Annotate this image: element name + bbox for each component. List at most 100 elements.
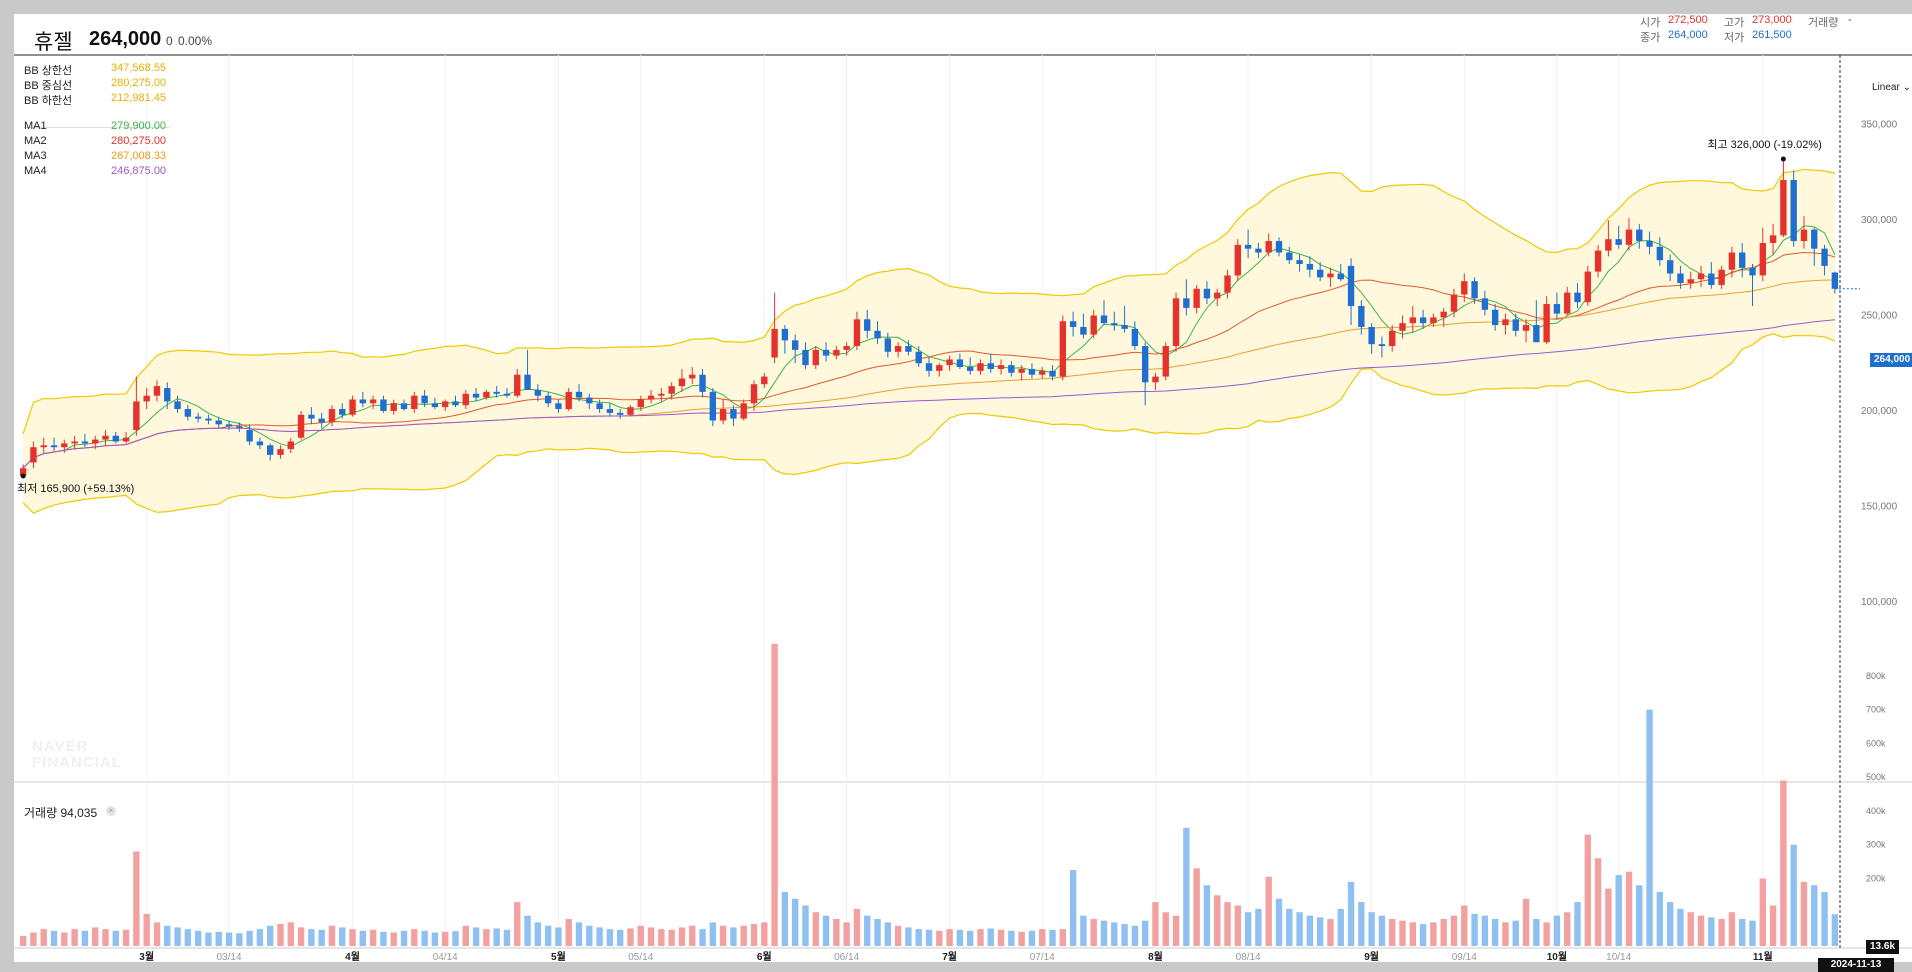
candle-body: [1471, 281, 1478, 299]
legend-value: 279,900.00: [111, 120, 167, 132]
candle-body: [1059, 321, 1067, 377]
candle-body: [174, 401, 181, 410]
volume-tick-label: 500k: [1866, 772, 1886, 782]
candle: [1646, 231, 1653, 255]
volume-bar: [1790, 844, 1797, 946]
candle-body: [730, 409, 737, 419]
candle-body: [802, 349, 809, 366]
candle-body: [153, 386, 161, 396]
volume-bar: [709, 922, 717, 946]
volume-bar: [112, 930, 119, 946]
volume-bar: [1296, 912, 1303, 946]
candle: [637, 395, 644, 411]
legend-name: MA1: [24, 120, 47, 132]
candle-body: [483, 391, 490, 398]
candle-body: [1605, 239, 1612, 251]
candle-body: [874, 330, 881, 339]
volume-panel-close-icon[interactable]: ×: [106, 806, 116, 816]
candle: [1564, 286, 1571, 316]
volume-bar: [616, 929, 624, 946]
candle: [390, 399, 397, 415]
volume-bar: [1275, 898, 1283, 946]
volume-bar: [1378, 915, 1386, 946]
volume-bar: [812, 912, 819, 946]
volume-bar: [194, 930, 202, 946]
candle-body: [1389, 330, 1396, 347]
volume-bar: [225, 932, 233, 946]
volume-bar: [699, 929, 706, 946]
volume-bar: [328, 925, 336, 946]
current-price: 264,000: [89, 28, 162, 50]
candle-body: [1244, 244, 1252, 249]
volume-bar: [781, 891, 789, 946]
candle-body: [699, 374, 706, 392]
candle-body: [390, 403, 397, 411]
volume-bar: [1646, 709, 1653, 946]
scale-select[interactable]: Linear ⌄: [1872, 82, 1911, 93]
candle: [1368, 323, 1375, 354]
candle-body: [1800, 229, 1808, 242]
candle-body: [225, 424, 233, 427]
x-tick-label: 05/14: [628, 952, 653, 962]
volume-bar: [1625, 871, 1633, 946]
candle-body: [1419, 317, 1427, 324]
candle-body: [658, 393, 665, 396]
volume-bar: [514, 902, 521, 946]
candle-body: [1636, 229, 1643, 242]
volume-bar: [390, 932, 397, 946]
volume-bar: [1502, 922, 1509, 946]
candle: [1183, 279, 1190, 316]
candle: [1039, 367, 1046, 379]
candle: [1419, 309, 1427, 329]
volume-bar: [1131, 925, 1139, 946]
volume-bar: [719, 925, 727, 946]
candle: [894, 342, 902, 358]
candle-body: [1512, 319, 1519, 331]
candle-body: [1656, 246, 1664, 261]
candle-body: [112, 435, 119, 442]
candle: [1286, 246, 1293, 264]
candle: [1440, 307, 1447, 327]
candle: [1759, 227, 1766, 282]
candle-body: [246, 430, 253, 442]
candle: [987, 353, 994, 373]
candle-body: [1049, 370, 1056, 377]
candle: [225, 420, 233, 431]
legend-name: MA2: [24, 135, 47, 147]
candle: [174, 395, 181, 413]
volume-bar: [606, 929, 614, 946]
candle-body: [1739, 252, 1746, 268]
candle-body: [1183, 298, 1190, 308]
candle: [905, 340, 912, 356]
candle: [1008, 361, 1015, 377]
candle-body: [637, 399, 644, 408]
volume-bar: [50, 930, 58, 946]
candle: [1708, 262, 1715, 289]
volume-bar: [1605, 888, 1612, 946]
candle-body: [812, 349, 819, 366]
scale-select-label: Linear: [1872, 82, 1900, 93]
volume-bar: [19, 935, 27, 946]
candle-body: [1080, 326, 1087, 335]
volume-bar: [1039, 929, 1046, 946]
candle: [1574, 283, 1581, 308]
candle-body: [1831, 272, 1839, 289]
candle: [781, 325, 789, 354]
volume-bar: [1234, 905, 1242, 946]
legend-name: BB 하한선: [24, 95, 73, 107]
candle-body: [1430, 317, 1437, 324]
candle: [843, 342, 850, 356]
candle-body: [1409, 317, 1416, 324]
volume-bar: [1553, 915, 1561, 946]
candle-body: [1564, 292, 1571, 314]
volume-bar: [81, 930, 89, 946]
candle: [802, 342, 809, 369]
close-value: 264,000: [1668, 29, 1708, 41]
candle-body: [1255, 248, 1262, 253]
stock-chart[interactable]: 3월 03/14 4월 04/14 5월 05/14 6월 06/14 7월 07/14 8월 08/…: [14, 14, 1912, 962]
current-date-tag: 2024-11-13: [1818, 958, 1894, 972]
candle: [369, 395, 377, 410]
candle-body: [102, 435, 109, 440]
candle-body: [1224, 275, 1231, 293]
high-label: 고가: [1724, 17, 1745, 29]
